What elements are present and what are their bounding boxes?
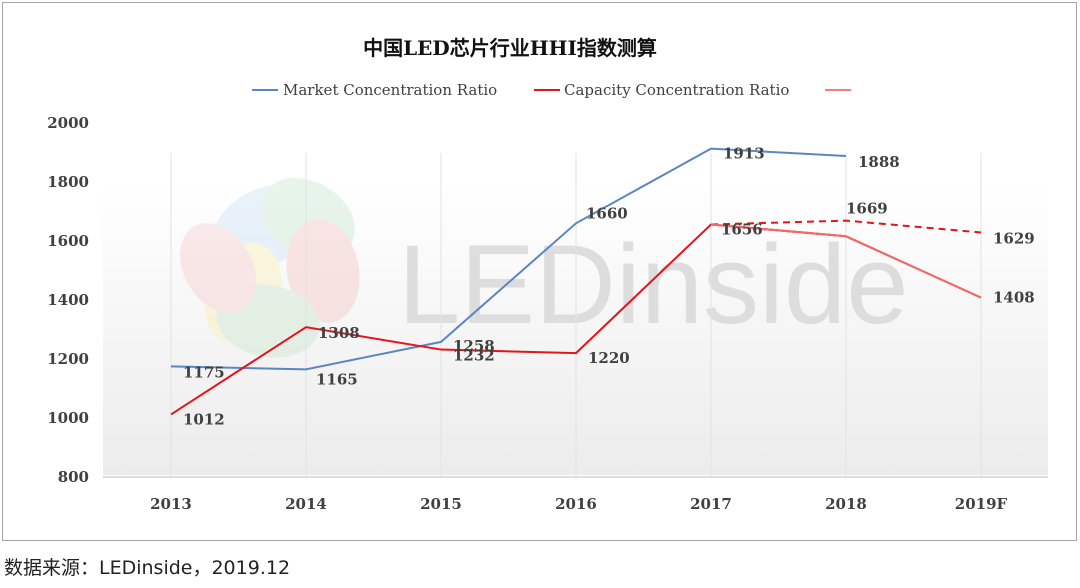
- data-label-capacity-2014: 1308: [318, 324, 360, 342]
- data-label-market-2018: 1888: [858, 153, 900, 171]
- data-label-capacity-2017: 1656: [721, 220, 763, 238]
- y-tick-label-1800: 1800: [47, 173, 89, 191]
- data-label-market-2017: 1913: [723, 145, 765, 163]
- x-tick-label-2014: 2014: [285, 495, 327, 513]
- data-label-capacity-2016: 1220: [588, 349, 630, 367]
- legend: Market Concentration Ratio Capacity Conc…: [252, 81, 851, 99]
- y-tick-label-2000: 2000: [47, 114, 89, 132]
- y-tick-label-1200: 1200: [47, 350, 89, 368]
- x-axis-ticks: 2013 2014 2015 2016 2017 2018 2019F: [150, 495, 1007, 513]
- y-tick-label-1600: 1600: [47, 232, 89, 250]
- chart-frame: LEDinside 中国LED芯片行业HHI指数测算 Market Concen…: [2, 2, 1077, 541]
- source-note: 数据来源：LEDinside，2019.12: [4, 557, 291, 579]
- data-label-capacity-2015: 1232: [453, 347, 495, 365]
- x-tick-label-2013: 2013: [150, 495, 192, 513]
- data-label-capacity-2019F: 1408: [993, 289, 1035, 307]
- data-label-forecast-2019F: 1629: [993, 229, 1035, 247]
- y-tick-label-1400: 1400: [47, 291, 89, 309]
- chart-title: 中国LED芯片行业HHI指数测算: [363, 36, 657, 60]
- x-tick-label-2016: 2016: [555, 495, 597, 513]
- data-label-capacity-2013: 1012: [183, 410, 225, 428]
- x-tick-label-2018: 2018: [825, 495, 867, 513]
- y-axis-ticks: 800 1000 1200 1400 1600 1800 2000: [47, 114, 89, 486]
- vertical-gridlines: [170, 153, 982, 477]
- y-tick-label-1000: 1000: [47, 409, 89, 427]
- watermark-text: LEDinside: [398, 222, 909, 347]
- chart-svg: LEDinside 中国LED芯片行业HHI指数测算 Market Concen…: [47, 36, 1048, 513]
- y-tick-label-800: 800: [58, 468, 89, 486]
- data-label-market-2014: 1165: [316, 370, 358, 388]
- x-tick-label-2017: 2017: [690, 495, 732, 513]
- x-tick-label-2015: 2015: [420, 495, 462, 513]
- series-line-forecast: [710, 219, 982, 234]
- data-label-forecast-2018: 1669: [846, 200, 888, 218]
- series-line-capacity-late: [710, 223, 982, 299]
- series-group: [170, 147, 982, 416]
- legend-label-market: Market Concentration Ratio: [283, 81, 497, 99]
- data-label-market-2015: 1258: [453, 337, 495, 355]
- legend-label-capacity: Capacity Concentration Ratio: [564, 81, 789, 99]
- data-label-market-2013: 1175: [183, 363, 225, 381]
- data-labels: 1175 1165 1258 1660 1913 1888 1012 1308 1232 1220…: [183, 145, 1035, 429]
- series-line-market-concentration-ratio: [170, 147, 847, 371]
- data-label-market-2016: 1660: [586, 204, 628, 222]
- x-tick-label-2019F: 2019F: [955, 495, 1008, 513]
- watermark-logo-icon: [180, 178, 360, 358]
